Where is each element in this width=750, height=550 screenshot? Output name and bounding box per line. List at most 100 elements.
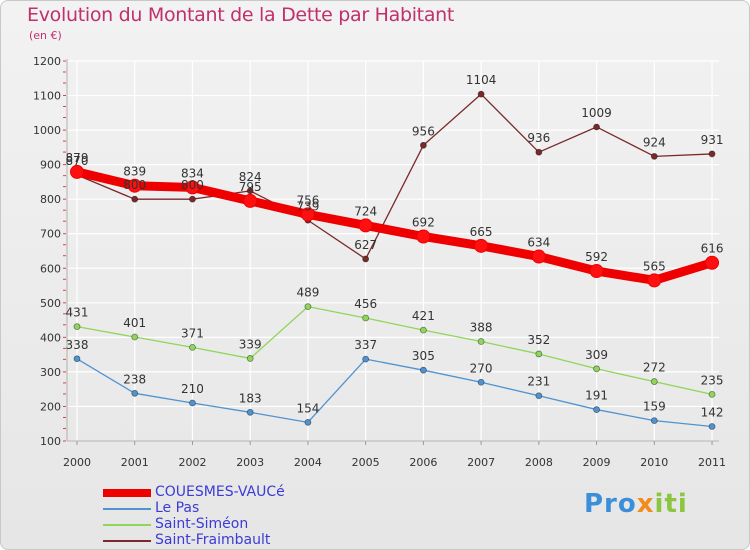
data-point bbox=[304, 418, 312, 426]
data-label: 956 bbox=[412, 124, 435, 138]
y-tick-label: 1000 bbox=[33, 124, 61, 137]
x-tick-label: 2001 bbox=[121, 456, 149, 469]
data-label: 305 bbox=[412, 349, 435, 363]
data-point bbox=[362, 355, 370, 363]
x-tick-label: 2007 bbox=[467, 456, 495, 469]
legend-label: Saint-Fraimbault bbox=[155, 532, 271, 548]
data-label: 839 bbox=[123, 165, 146, 179]
data-label: 795 bbox=[239, 180, 262, 194]
data-point bbox=[531, 249, 546, 264]
data-point bbox=[189, 343, 196, 351]
series-line bbox=[72, 167, 717, 285]
data-point bbox=[362, 255, 370, 263]
logo-part: x bbox=[636, 489, 655, 519]
data-point bbox=[189, 399, 196, 407]
legend-label: Saint-Siméon bbox=[155, 516, 249, 532]
data-label: 756 bbox=[296, 193, 319, 207]
y-tick-label: 1100 bbox=[33, 90, 61, 103]
data-label: 352 bbox=[527, 333, 550, 347]
data-point bbox=[593, 406, 600, 413]
data-label: 634 bbox=[527, 236, 550, 250]
data-point bbox=[650, 378, 658, 385]
data-label: 210 bbox=[181, 382, 204, 396]
x-tick-label: 2009 bbox=[583, 456, 611, 469]
data-label: 272 bbox=[643, 361, 666, 375]
x-tick-label: 2004 bbox=[294, 456, 322, 469]
data-label: 931 bbox=[701, 133, 724, 147]
y-tick-label: 300 bbox=[40, 366, 61, 379]
data-point bbox=[246, 355, 254, 362]
data-label: 142 bbox=[701, 405, 724, 419]
data-point bbox=[705, 255, 720, 270]
y-tick-label: 400 bbox=[40, 331, 61, 344]
data-point bbox=[708, 150, 716, 158]
series-line bbox=[76, 93, 713, 260]
data-label: 800 bbox=[123, 178, 146, 192]
data-label: 1009 bbox=[581, 106, 612, 120]
data-label: 924 bbox=[643, 135, 666, 149]
legend-swatch bbox=[103, 508, 151, 510]
y-tick-label: 800 bbox=[40, 193, 61, 206]
data-point bbox=[131, 333, 139, 341]
data-point bbox=[650, 417, 658, 425]
x-tick-label: 2002 bbox=[178, 456, 206, 469]
legend-swatch bbox=[103, 489, 151, 497]
data-point bbox=[131, 195, 139, 203]
data-label: 421 bbox=[412, 309, 435, 323]
logo-part: iti bbox=[654, 489, 688, 519]
data-label: 824 bbox=[239, 170, 262, 184]
data-point bbox=[477, 378, 485, 386]
data-point bbox=[131, 389, 139, 397]
data-label: 800 bbox=[181, 178, 204, 192]
series-line bbox=[76, 358, 713, 428]
data-point bbox=[127, 178, 142, 193]
data-point bbox=[419, 366, 427, 374]
data-label: 238 bbox=[123, 372, 146, 386]
data-label: 870 bbox=[66, 154, 89, 168]
data-point bbox=[246, 187, 254, 195]
data-label: 665 bbox=[470, 225, 493, 239]
data-label: 834 bbox=[181, 166, 204, 180]
data-point bbox=[708, 390, 716, 398]
data-label: 339 bbox=[239, 337, 262, 351]
proxiti-logo: Proxiti bbox=[584, 489, 688, 519]
data-label: 309 bbox=[585, 348, 608, 362]
data-label: 388 bbox=[470, 321, 493, 335]
data-label: 191 bbox=[585, 389, 608, 403]
data-point bbox=[477, 338, 485, 345]
chart-title: Evolution du Montant de la Dette par Hab… bbox=[27, 4, 455, 26]
data-point bbox=[243, 193, 258, 208]
series-line bbox=[76, 305, 713, 396]
data-point bbox=[474, 238, 489, 253]
data-point bbox=[535, 350, 543, 358]
data-label: 936 bbox=[527, 131, 550, 145]
data-point bbox=[73, 355, 81, 363]
data-label: 692 bbox=[412, 215, 435, 229]
data-point bbox=[477, 90, 485, 98]
data-label: 431 bbox=[66, 306, 89, 320]
legend-label: COUESMES-VAUCé bbox=[155, 484, 285, 500]
data-point bbox=[358, 218, 373, 233]
data-point bbox=[73, 323, 81, 331]
data-label: 565 bbox=[643, 259, 666, 273]
data-point bbox=[419, 141, 427, 149]
x-tick-label: 2003 bbox=[236, 456, 264, 469]
data-label: 489 bbox=[296, 286, 319, 300]
y-tick-label: 700 bbox=[40, 228, 61, 241]
data-point bbox=[419, 326, 427, 334]
data-label: 154 bbox=[296, 401, 319, 415]
x-tick-label: 2008 bbox=[525, 456, 553, 469]
data-point bbox=[70, 164, 84, 179]
data-label: 879 bbox=[66, 151, 89, 165]
data-label: 592 bbox=[585, 250, 608, 264]
data-label: 338 bbox=[66, 338, 89, 352]
data-point bbox=[535, 148, 543, 156]
data-point bbox=[304, 303, 312, 311]
data-label: 401 bbox=[123, 316, 146, 330]
x-tick-label: 2005 bbox=[352, 456, 380, 469]
data-label: 159 bbox=[643, 400, 666, 414]
data-point bbox=[708, 423, 716, 430]
data-label: 183 bbox=[239, 391, 262, 405]
